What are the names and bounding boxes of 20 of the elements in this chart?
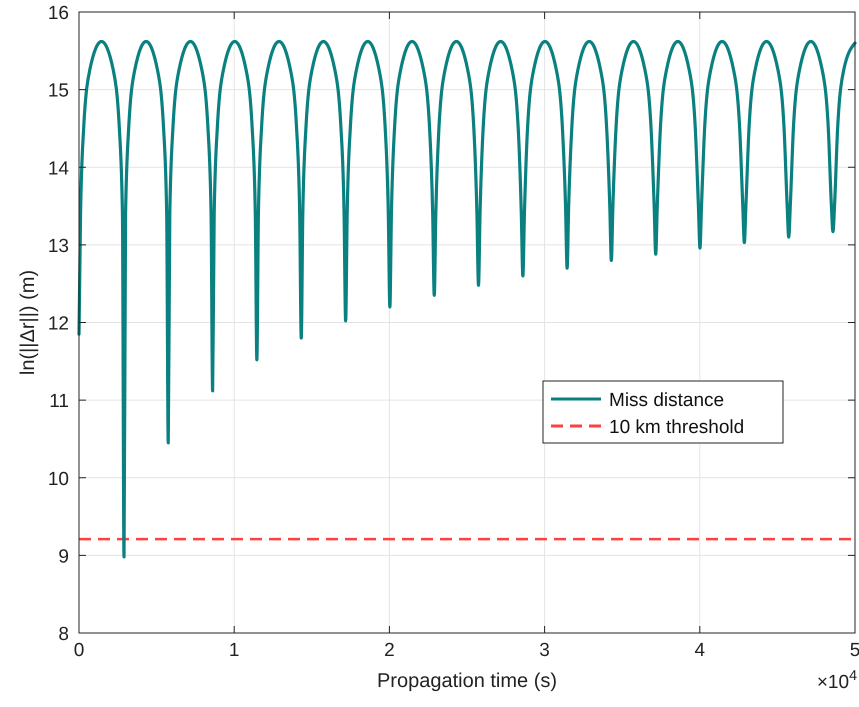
x-tick-label: 1 — [228, 640, 240, 661]
y-tick-label: 12 — [48, 314, 69, 334]
text: ×10$^{4}$ — [816, 668, 858, 693]
y-tick-label: 11 — [49, 391, 69, 412]
y-tick-label: 15 — [48, 80, 69, 102]
x-axis-title: Propagation time (s) — [376, 670, 558, 692]
line-series — [77, 40, 857, 559]
y-tick-label: 13 — [48, 236, 69, 257]
y-tick-label: 16 — [48, 3, 69, 24]
y-axis-title: ln(||Δr||) (m) — [17, 270, 39, 376]
x-tick-label: 3 — [539, 640, 550, 661]
y-tick-label: 10 — [48, 468, 69, 490]
x-tick-label: 2 — [384, 640, 395, 661]
legend-label: 10 km threshold — [609, 417, 744, 438]
y-tick-label: 9 — [58, 546, 69, 568]
y-tick-label: 14 — [48, 158, 70, 180]
legend-label: Miss distance — [609, 390, 724, 411]
y-tick-label: 8 — [58, 624, 69, 645]
x-tick-label: 4 — [694, 640, 706, 661]
x-tick-label: 0 — [74, 640, 84, 661]
